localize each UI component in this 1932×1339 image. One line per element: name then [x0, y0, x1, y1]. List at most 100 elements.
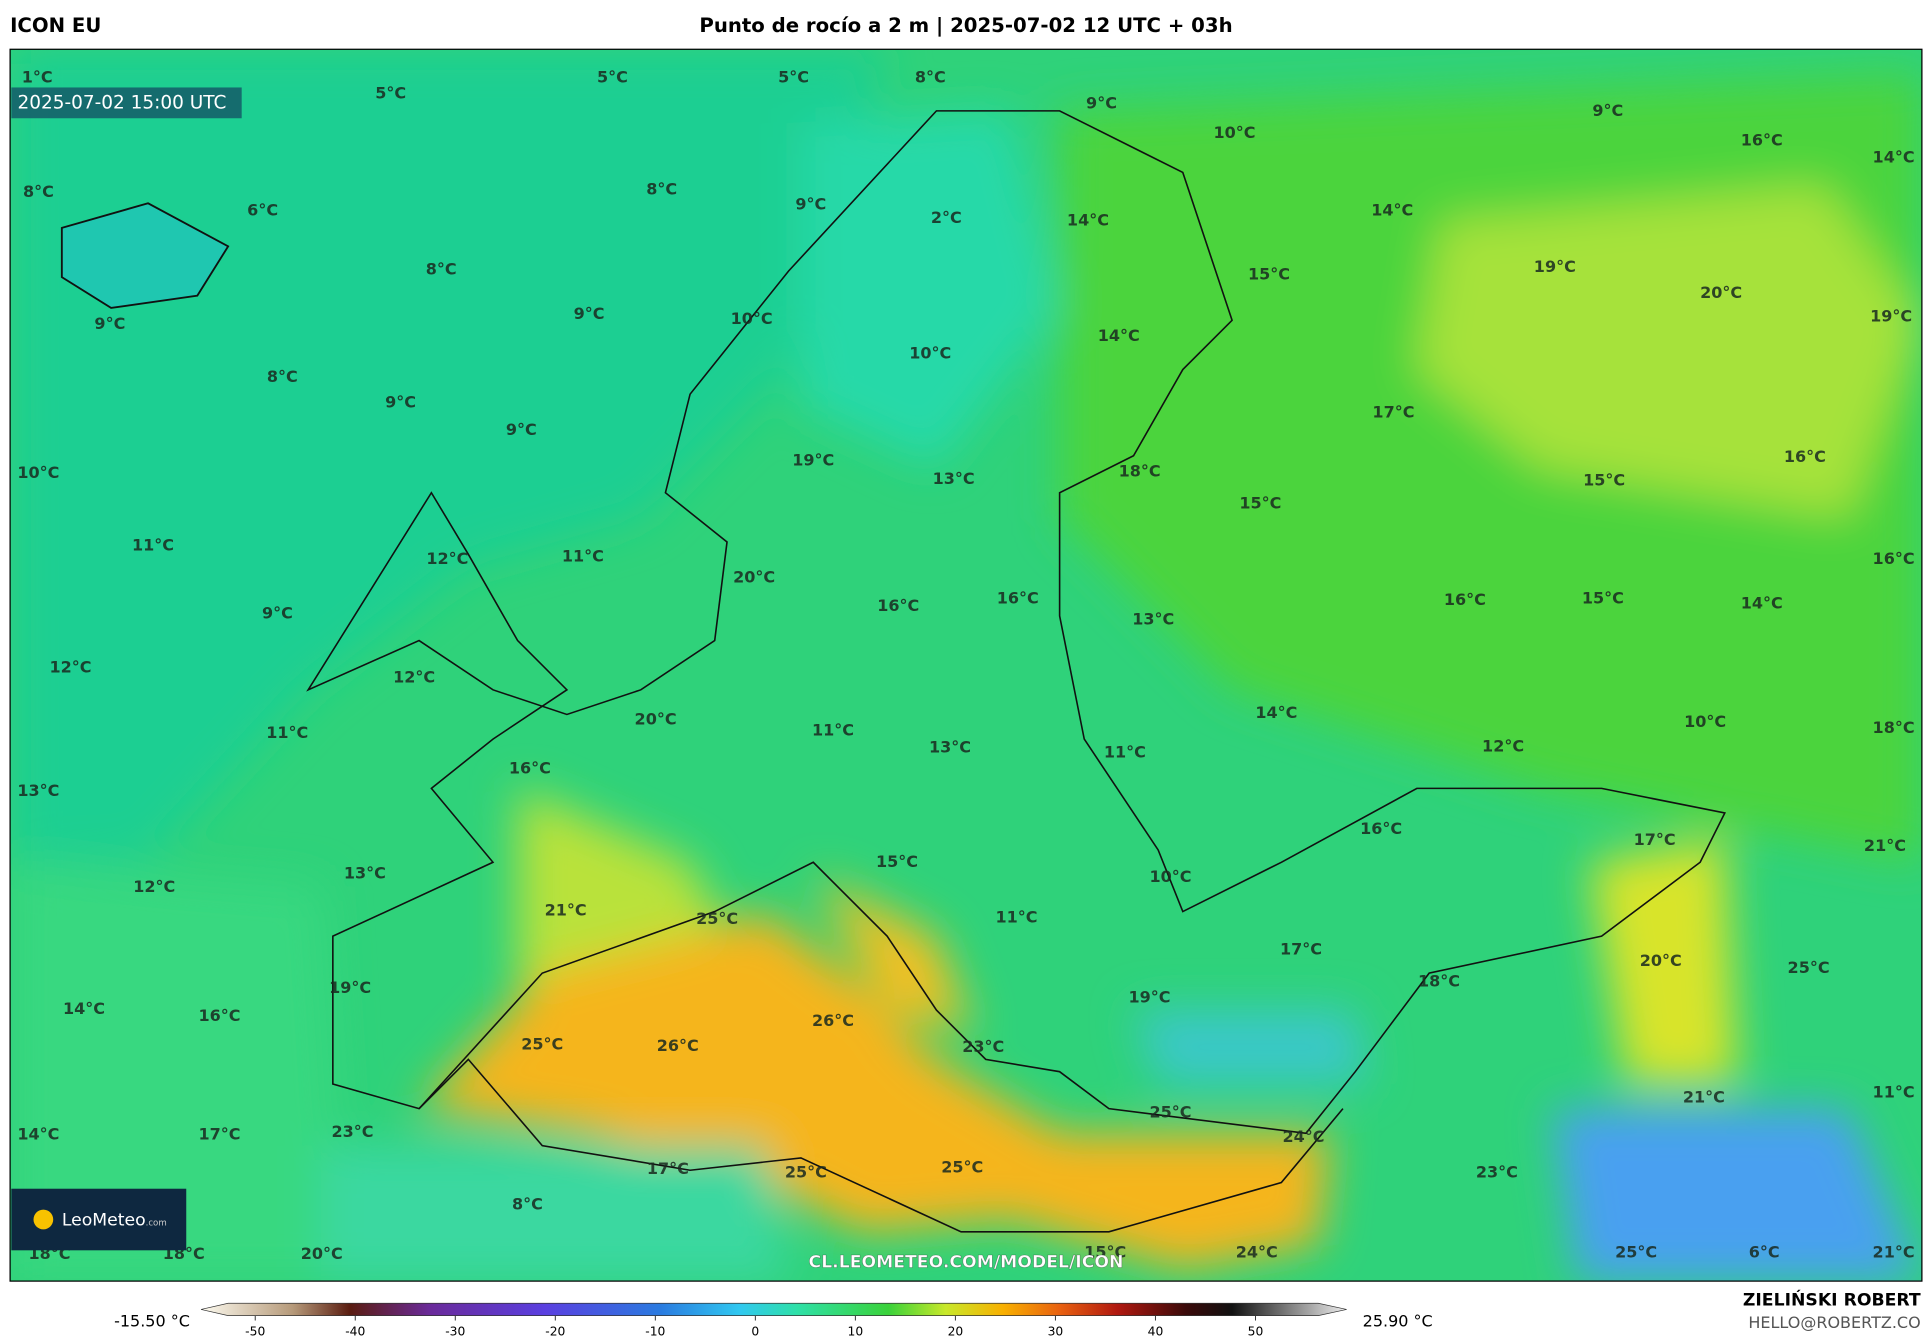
- temp-label: 16°C: [1784, 447, 1826, 466]
- temp-label: 26°C: [812, 1011, 854, 1030]
- temp-label: 8°C: [915, 68, 946, 87]
- temp-label: 5°C: [375, 84, 406, 103]
- temp-label: 23°C: [962, 1037, 1004, 1056]
- temp-label: 8°C: [426, 260, 457, 279]
- temp-label: 26°C: [657, 1036, 699, 1055]
- watermark: CL.LEOMETEO.COM/MODEL/ICON: [809, 1253, 1124, 1273]
- logo-suffix: .com: [146, 1219, 167, 1229]
- temp-label: 10°C: [1149, 867, 1191, 886]
- temp-label: 10°C: [731, 309, 773, 328]
- temp-label: 24°C: [1283, 1127, 1325, 1146]
- temp-label: 14°C: [1741, 594, 1783, 613]
- temp-label: 14°C: [1371, 201, 1413, 220]
- temp-label: 25°C: [696, 909, 738, 928]
- colorbar-tick-label: 20: [948, 1324, 964, 1338]
- temp-label: 17°C: [1634, 830, 1676, 849]
- temp-label: 8°C: [646, 180, 677, 199]
- temp-label: 25°C: [1149, 1102, 1191, 1121]
- temp-label: 1°C: [22, 68, 53, 87]
- temp-label: 12°C: [393, 667, 435, 686]
- temp-label: 15°C: [1248, 265, 1290, 284]
- temp-label: 19°C: [792, 451, 834, 470]
- temp-label: 18°C: [1418, 972, 1460, 991]
- colorbar-tick-label: 10: [848, 1324, 864, 1338]
- temp-label: 21°C: [1864, 836, 1906, 855]
- map-title: Punto de rocío a 2 m | 2025-07-02 12 UTC…: [699, 14, 1232, 37]
- temp-label: 16°C: [1741, 130, 1783, 149]
- temp-label: 18°C: [1873, 718, 1915, 737]
- temp-label: 21°C: [1683, 1087, 1725, 1106]
- temp-label: 20°C: [733, 568, 775, 587]
- temp-label: 17°C: [199, 1124, 241, 1143]
- temp-label: 5°C: [597, 68, 628, 87]
- temp-label: 25°C: [785, 1163, 827, 1182]
- temp-label: 10°C: [1684, 712, 1726, 731]
- temp-label: 13°C: [17, 781, 59, 800]
- temp-label: 14°C: [17, 1124, 59, 1143]
- temp-label: 14°C: [1255, 703, 1297, 722]
- colorbar-min: -15.50 °C: [114, 1312, 190, 1331]
- temp-label: 20°C: [1700, 283, 1742, 302]
- temp-label: 16°C: [199, 1006, 241, 1025]
- temp-label: 17°C: [1280, 940, 1322, 959]
- temp-label: 16°C: [1444, 590, 1486, 609]
- temp-label: 15°C: [1084, 1243, 1126, 1262]
- temp-label: 11°C: [266, 723, 308, 742]
- temp-label: 20°C: [1640, 951, 1682, 970]
- temp-label: 15°C: [1582, 589, 1624, 608]
- temp-label: 12°C: [49, 658, 91, 677]
- temp-label: 25°C: [521, 1035, 563, 1054]
- colorbar-max: 25.90 °C: [1363, 1312, 1433, 1331]
- temp-label: 19°C: [329, 978, 371, 997]
- colorbar-tick-label: 40: [1148, 1324, 1164, 1338]
- temp-label: 11°C: [1104, 743, 1146, 762]
- colorbar-tick-label: -50: [245, 1324, 265, 1338]
- temp-label: 19°C: [1870, 307, 1912, 326]
- temp-label: 20°C: [635, 709, 677, 728]
- temp-label: 13°C: [933, 469, 975, 488]
- model-name: ICON EU: [10, 14, 101, 37]
- temp-label: 10°C: [1214, 123, 1256, 142]
- temp-label: 12°C: [133, 877, 175, 896]
- temp-label: 11°C: [995, 908, 1037, 927]
- colorbar-tick-label: -10: [645, 1324, 665, 1338]
- temp-label: 8°C: [267, 367, 298, 386]
- temp-label: 11°C: [132, 536, 174, 555]
- temp-label: 14°C: [1067, 210, 1109, 229]
- temp-label: 25°C: [941, 1158, 983, 1177]
- temp-label: 21°C: [1873, 1243, 1915, 1262]
- temp-label: 14°C: [63, 999, 105, 1018]
- temp-label: 23°C: [1476, 1163, 1518, 1182]
- temp-label: 20°C: [301, 1244, 343, 1263]
- temp-label: 13°C: [344, 863, 386, 882]
- temp-label: 9°C: [262, 603, 293, 622]
- temp-label: 23°C: [332, 1122, 374, 1141]
- temp-label: 13°C: [929, 738, 971, 757]
- map-labels: 1°C 5°C 5°C 5°C 8°C 9°C 10°C 9°C 16°C 14°C 8°C 6°C 8…: [17, 68, 1914, 1263]
- temp-label: 19°C: [1129, 988, 1171, 1007]
- temp-label: 9°C: [94, 314, 125, 333]
- temp-label: 6°C: [247, 201, 278, 220]
- temp-label: 17°C: [647, 1159, 689, 1178]
- temp-label: 15°C: [1583, 470, 1625, 489]
- colorbar-tick-label: 30: [1048, 1324, 1064, 1338]
- temp-label: 11°C: [1873, 1083, 1915, 1102]
- temp-label: 8°C: [512, 1195, 543, 1214]
- temp-label: 10°C: [909, 343, 951, 362]
- email: HELLO@ROBERTZ.CO: [1748, 1313, 1920, 1332]
- temp-label: 16°C: [509, 759, 551, 778]
- temp-label: 14°C: [1098, 326, 1140, 345]
- colorbar-tick-label: -30: [445, 1324, 465, 1338]
- colorbar-tick-label: -40: [345, 1324, 365, 1338]
- colorbar-tick-label: -20: [545, 1324, 565, 1338]
- temp-label: 21°C: [545, 900, 587, 919]
- temp-label: 2°C: [931, 208, 962, 227]
- temp-label: 9°C: [506, 420, 537, 439]
- temp-label: 15°C: [876, 852, 918, 871]
- temp-label: 11°C: [562, 547, 604, 566]
- temp-label: 12°C: [1482, 736, 1524, 755]
- temp-label: 24°C: [1236, 1243, 1278, 1262]
- temp-label: 25°C: [1615, 1243, 1657, 1262]
